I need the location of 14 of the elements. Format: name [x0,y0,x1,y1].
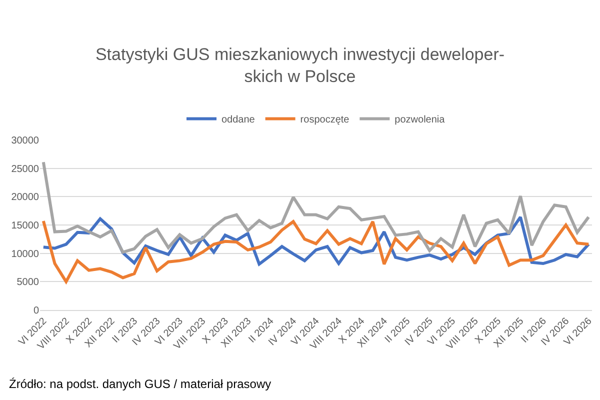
text: Źródło: na podst. danych GUS / materiał prasowy [9,377,272,391]
y-tick-label: 0 [33,306,40,316]
y-tick-label: 20000 [11,192,40,204]
legend-label: oddane [222,114,256,126]
y-tick-label: 15000 [11,220,40,232]
y-tick-label: 25000 [11,164,40,175]
legend-label: pozwolenia [394,114,446,126]
chart-title: Statystyki GUS mieszkaniowych inwestycji deweloper- skich w Polsce [95,45,505,86]
y-tick-label: 30000 [11,136,40,146]
line-series [42,220,590,284]
line-series [42,160,590,254]
y-tick-label: 5000 [16,277,40,288]
y-tick-label: 10000 [11,248,40,260]
legend-label: rospoczęte [300,114,350,126]
